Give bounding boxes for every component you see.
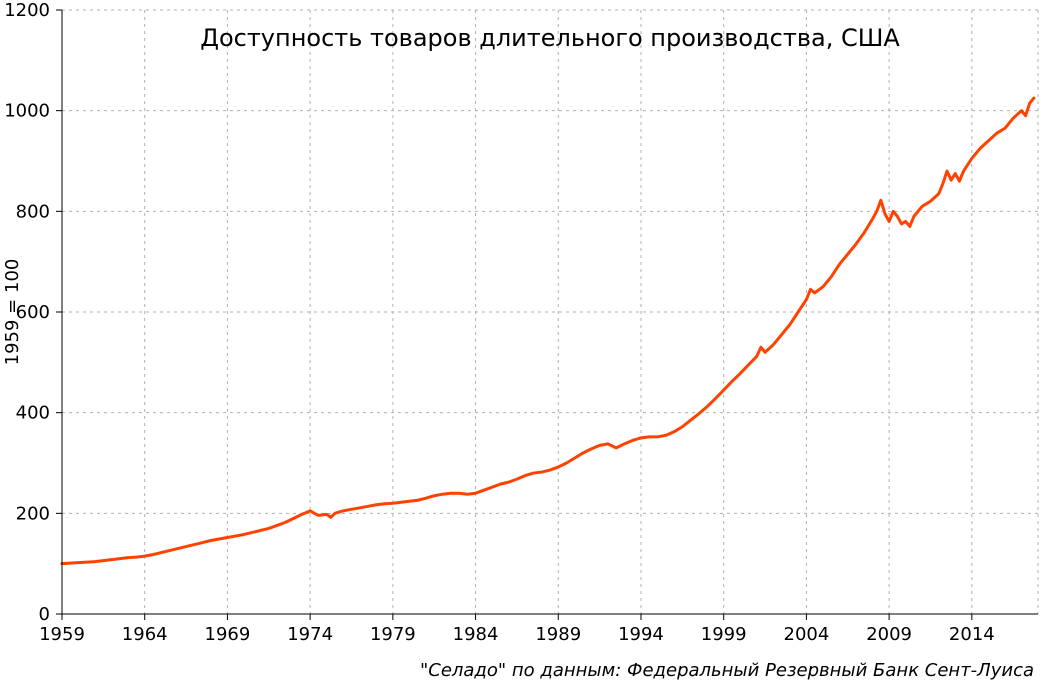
x-tick-label: 2009: [866, 624, 912, 645]
chart-container: 1959196419691974197919841989199419992004…: [0, 0, 1048, 689]
y-tick-label: 0: [39, 604, 50, 625]
x-tick-label: 1964: [122, 624, 168, 645]
y-tick-label: 800: [16, 201, 50, 222]
x-tick-label: 1974: [287, 624, 333, 645]
y-axis-label: 1959 = 100: [2, 259, 23, 366]
x-tick-label: 1959: [39, 624, 85, 645]
x-tick-label: 1979: [370, 624, 416, 645]
x-tick-label: 1984: [453, 624, 499, 645]
chart-credit: "Селадо" по данным: Федеральный Резервны…: [420, 660, 1034, 681]
x-tick-label: 1969: [205, 624, 251, 645]
x-tick-label: 2014: [949, 624, 995, 645]
x-tick-label: 1994: [618, 624, 664, 645]
x-tick-label: 2004: [784, 624, 830, 645]
chart-title: Доступность товаров длительного производ…: [200, 24, 900, 52]
line-chart: 1959196419691974197919841989199419992004…: [0, 0, 1048, 689]
y-tick-label: 200: [16, 503, 50, 524]
x-tick-label: 1989: [535, 624, 581, 645]
x-tick-label: 1999: [701, 624, 747, 645]
y-tick-label: 1200: [4, 0, 50, 21]
y-tick-label: 1000: [4, 101, 50, 122]
y-tick-label: 400: [16, 403, 50, 424]
